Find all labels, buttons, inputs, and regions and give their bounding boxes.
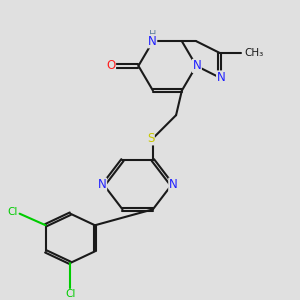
Text: CH₃: CH₃ — [245, 48, 264, 58]
Text: S: S — [147, 132, 154, 145]
Text: O: O — [106, 59, 116, 72]
Text: Cl: Cl — [7, 207, 17, 217]
Text: N: N — [98, 178, 106, 191]
Text: N: N — [148, 35, 157, 48]
Text: H: H — [148, 30, 156, 40]
Text: N: N — [193, 59, 201, 72]
Text: Cl: Cl — [65, 289, 76, 299]
Text: N: N — [169, 178, 178, 191]
Text: N: N — [217, 71, 225, 84]
